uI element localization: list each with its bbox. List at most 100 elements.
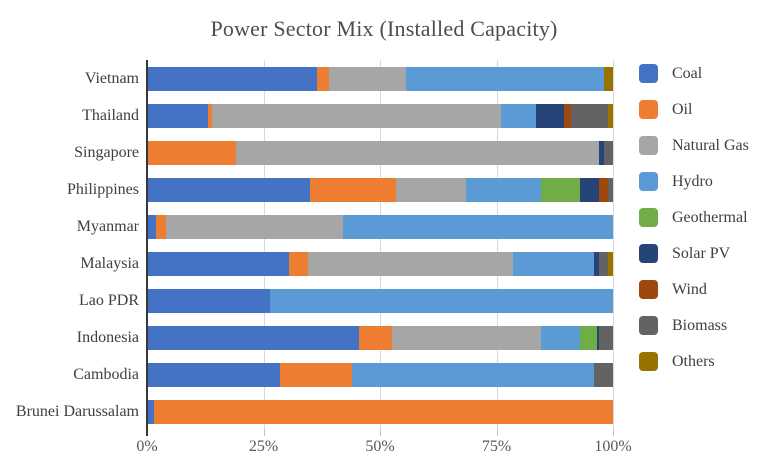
bar-indonesia	[147, 325, 613, 350]
y-label-myanmar: Myanmar	[76, 217, 139, 235]
bar-segment-hydro	[540, 325, 581, 350]
bar-segment-biomass	[598, 325, 613, 350]
bar-segment-coal	[147, 362, 280, 387]
chart-title: Power Sector Mix (Installed Capacity)	[210, 16, 558, 41]
hydro-swatch-icon	[639, 172, 658, 191]
bar-segment-coal	[147, 399, 154, 424]
legend-label-coal: Coal	[672, 64, 703, 82]
bar-row-indonesia	[147, 319, 613, 356]
bar-segment-hydro	[352, 362, 595, 387]
bar-row-thailand	[147, 97, 613, 134]
bar-segment-others	[603, 66, 613, 91]
x-tick-label-100: 100%	[594, 438, 632, 455]
wind-swatch-icon	[639, 280, 658, 299]
bar-row-cambodia	[147, 356, 613, 393]
y-axis-labels: Vietnam Thailand Singapore Philippines Myanm…	[0, 60, 139, 430]
bar-segment-oil	[317, 66, 329, 91]
bar-segment-geothermal	[540, 177, 581, 202]
x-tick-label-0: 0%	[136, 438, 158, 455]
y-axis-line	[146, 60, 148, 436]
bar-segment-coal	[147, 214, 157, 239]
legend-label-others: Others	[672, 352, 715, 370]
geothermal-swatch-icon	[639, 208, 658, 227]
bar-segment-biomass	[598, 251, 609, 276]
bar-segment-oil	[359, 325, 392, 350]
bar-row-myanmar	[147, 208, 613, 245]
legend-item-solar-pv: Solar PV	[639, 244, 749, 263]
x-tick-100	[613, 430, 614, 436]
y-label-philippines: Philippines	[66, 180, 139, 198]
bar-segment-hydro	[342, 214, 613, 239]
gridline-50	[380, 60, 381, 430]
bar-segment-biomass	[603, 140, 613, 165]
bar-segment-hydro	[501, 103, 537, 128]
legend-item-hydro: Hydro	[639, 172, 749, 191]
bar-segment-oil	[147, 140, 236, 165]
y-label-singapore: Singapore	[74, 143, 139, 161]
bar-segment-biomass	[608, 177, 613, 202]
x-tick-25	[263, 430, 265, 436]
y-label-cambodia: Cambodia	[73, 365, 139, 383]
legend-item-natural-gas: Natural Gas	[639, 136, 749, 155]
legend-label-oil: Oil	[672, 100, 693, 118]
legend-item-oil: Oil	[639, 100, 749, 119]
bar-segment-solar-pv	[594, 251, 599, 276]
bar-row-vietnam	[147, 60, 613, 97]
bar-row-singapore	[147, 134, 613, 171]
bar-myanmar	[147, 214, 613, 239]
bar-segment-oil	[310, 177, 397, 202]
bar-segment-coal	[147, 251, 290, 276]
plot-area	[146, 60, 614, 436]
bar-segment-natural-gas	[396, 177, 467, 202]
bar-segment-biomass	[571, 103, 609, 128]
legend-label-natural-gas: Natural Gas	[672, 136, 749, 154]
legend-label-biomass: Biomass	[672, 316, 728, 334]
legend-item-coal: Coal	[639, 64, 749, 83]
others-swatch-icon	[639, 352, 658, 371]
bar-segment-natural-gas	[391, 325, 541, 350]
bar-segment-oil	[289, 251, 308, 276]
legend-label-solar-pv: Solar PV	[672, 244, 731, 262]
bar-segment-oil	[207, 103, 213, 128]
legend: Coal Oil Natural Gas Hydro Geothermal Solar P…	[639, 64, 749, 371]
bar-segment-natural-gas	[235, 140, 599, 165]
bar-thailand	[147, 103, 613, 128]
solar-pv-swatch-icon	[639, 244, 658, 263]
y-label-thailand: Thailand	[82, 106, 139, 124]
bar-segment-others	[608, 103, 613, 128]
bar-segment-biomass	[594, 362, 613, 387]
y-label-vietnam: Vietnam	[84, 69, 139, 87]
bar-segment-solar-pv	[596, 325, 599, 350]
bar-segment-others	[608, 251, 613, 276]
bar-row-brunei-darussalam	[147, 393, 613, 430]
bar-row-malaysia	[147, 245, 613, 282]
bar-segment-hydro	[270, 288, 613, 313]
y-label-brunei-darussalam: Brunei Darussalam	[15, 402, 139, 420]
bar-singapore	[147, 140, 613, 165]
bar-cambodia	[147, 362, 613, 387]
biomass-swatch-icon	[639, 316, 658, 335]
gridline-25	[263, 60, 265, 430]
bar-segment-solar-pv	[580, 177, 599, 202]
bar-segment-wind	[598, 177, 609, 202]
bar-segment-hydro	[512, 251, 595, 276]
bar-segment-natural-gas	[307, 251, 513, 276]
bar-philippines	[147, 177, 613, 202]
bar-malaysia	[147, 251, 613, 276]
bar-row-lao-pdr	[147, 282, 613, 319]
natural-gas-swatch-icon	[639, 136, 658, 155]
y-label-malaysia: Malaysia	[80, 254, 139, 272]
x-axis: 0% 25% 50% 75% 100%	[136, 430, 632, 464]
bar-vietnam	[147, 66, 613, 91]
bar-segment-hydro	[466, 177, 541, 202]
legend-label-wind: Wind	[672, 280, 707, 298]
legend-item-others: Others	[639, 352, 749, 371]
gridline-100	[613, 60, 614, 430]
bar-segment-natural-gas	[165, 214, 343, 239]
legend-item-biomass: Biomass	[639, 316, 749, 335]
bar-segment-solar-pv	[599, 140, 604, 165]
coal-swatch-icon	[639, 64, 658, 83]
bar-row-philippines	[147, 171, 613, 208]
legend-item-wind: Wind	[639, 280, 749, 299]
